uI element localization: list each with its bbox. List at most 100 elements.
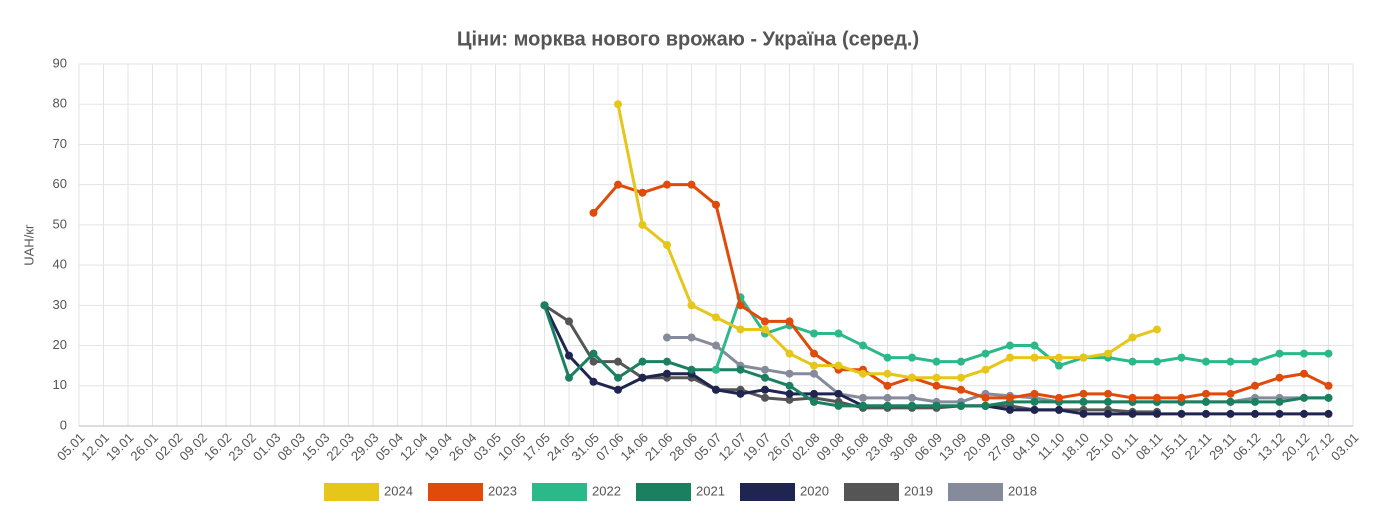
y-tick-label: 90 [53,55,67,70]
x-tick-label: 19.01 [103,430,137,464]
point [712,313,720,322]
point [883,381,892,390]
point [614,100,622,109]
x-tick-label: 29.03 [348,430,382,464]
point [1079,389,1088,398]
point [981,401,990,410]
point [1128,333,1137,342]
point [1104,389,1112,398]
point [1128,409,1137,418]
point [1055,361,1063,370]
point [540,301,549,310]
y-tick-label: 50 [53,216,67,231]
point [687,180,696,189]
legend-swatch [532,483,587,501]
point [1006,393,1014,402]
point [1030,353,1039,362]
point [908,353,916,362]
x-tick-label: 06.09 [911,430,945,464]
point [810,389,818,398]
point [1030,405,1039,414]
point [1104,409,1112,418]
x-tick-label: 21.06 [642,430,676,464]
point [1226,397,1235,406]
point [736,365,745,374]
x-tick-label: 22.11 [1182,430,1215,463]
point [589,349,598,358]
x-tick-label: 01.03 [250,430,284,464]
x-tick-label: 03.01 [1328,430,1362,464]
y-tick-label: 0 [60,417,67,432]
point [638,357,647,366]
point [638,188,647,197]
x-tick-label: 19.07 [740,430,774,464]
legend-swatch [948,483,1003,501]
legend-swatch [844,483,899,501]
point [614,385,622,394]
point [957,385,965,394]
x-tick-label: 27.12 [1303,430,1337,464]
point [785,349,794,358]
point [736,301,745,310]
x-tick-label: 24.05 [544,430,578,464]
point [1055,405,1063,414]
point [785,317,794,326]
point [1300,393,1308,402]
x-tick-label: 02.02 [152,430,186,464]
point [785,395,794,404]
legend-swatch [636,483,691,501]
x-tick-label: 25.10 [1083,430,1117,464]
point [883,401,892,410]
point [589,377,598,386]
point [663,241,671,249]
x-tick-label: 12.01 [78,430,112,464]
point [1177,353,1186,362]
legend-label: 2018 [1008,483,1037,498]
x-tick-label: 15.03 [299,430,333,464]
point [1324,381,1333,390]
point [932,401,941,410]
x-tick-label: 30.08 [887,430,921,464]
point [908,373,916,382]
x-tick-label: 17.05 [519,430,553,464]
point [1251,409,1259,418]
point [712,385,720,394]
point [810,361,818,370]
point [1177,409,1186,418]
x-tick-label: 02.08 [789,430,823,464]
x-tick-label: 23.02 [225,430,259,464]
point [859,369,867,378]
point [1202,357,1210,366]
point [1030,341,1039,350]
x-tick-label: 22.03 [323,430,357,464]
x-tick-label: 23.08 [862,430,896,464]
y-tick-label: 30 [53,297,67,312]
legend-label: 2023 [488,483,517,498]
x-tick-label: 26.04 [446,430,480,464]
y-tick-label: 20 [53,337,67,352]
legend-label: 2022 [592,483,621,498]
point [957,357,965,366]
point [883,369,892,378]
x-tick-label: 13.12 [1254,430,1288,464]
x-tick-label: 16.02 [201,430,235,464]
point [589,208,598,217]
point [834,389,843,398]
point [810,349,818,358]
x-tick-label: 14.06 [617,430,651,464]
x-tick-label: 12.07 [715,430,749,464]
x-tick-label: 03.05 [470,430,504,464]
y-tick-label: 80 [53,96,67,111]
x-tick-label: 28.06 [666,430,700,464]
legend-swatch [324,483,379,501]
point [1030,389,1039,398]
series-line [714,293,1329,371]
point [810,369,818,378]
point [932,381,941,390]
x-tick-label: 05.04 [372,430,406,464]
x-tick-label: 27.09 [985,430,1019,464]
point [859,341,867,350]
point [1153,325,1161,334]
point [761,373,769,382]
